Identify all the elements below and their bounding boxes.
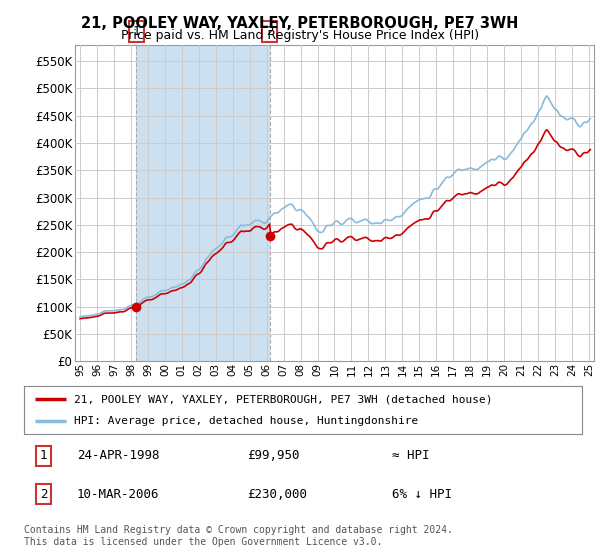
Text: 24-APR-1998: 24-APR-1998	[77, 449, 160, 463]
Text: HPI: Average price, detached house, Huntingdonshire: HPI: Average price, detached house, Hunt…	[74, 416, 418, 426]
Text: 10-MAR-2006: 10-MAR-2006	[77, 488, 160, 501]
Text: 6% ↓ HPI: 6% ↓ HPI	[392, 488, 452, 501]
Text: Price paid vs. HM Land Registry's House Price Index (HPI): Price paid vs. HM Land Registry's House …	[121, 29, 479, 42]
Bar	[136, 45, 270, 361]
Text: £230,000: £230,000	[247, 488, 307, 501]
Text: ≈ HPI: ≈ HPI	[392, 449, 430, 463]
Text: 1: 1	[40, 449, 47, 463]
Text: 1: 1	[133, 25, 140, 38]
Text: 21, POOLEY WAY, YAXLEY, PETERBOROUGH, PE7 3WH (detached house): 21, POOLEY WAY, YAXLEY, PETERBOROUGH, PE…	[74, 394, 493, 404]
Text: Contains HM Land Registry data © Crown copyright and database right 2024.
This d: Contains HM Land Registry data © Crown c…	[24, 525, 453, 547]
Text: 2: 2	[40, 488, 47, 501]
Text: 21, POOLEY WAY, YAXLEY, PETERBOROUGH, PE7 3WH: 21, POOLEY WAY, YAXLEY, PETERBOROUGH, PE…	[82, 16, 518, 31]
Text: 2: 2	[266, 25, 274, 38]
Text: £99,950: £99,950	[247, 449, 300, 463]
